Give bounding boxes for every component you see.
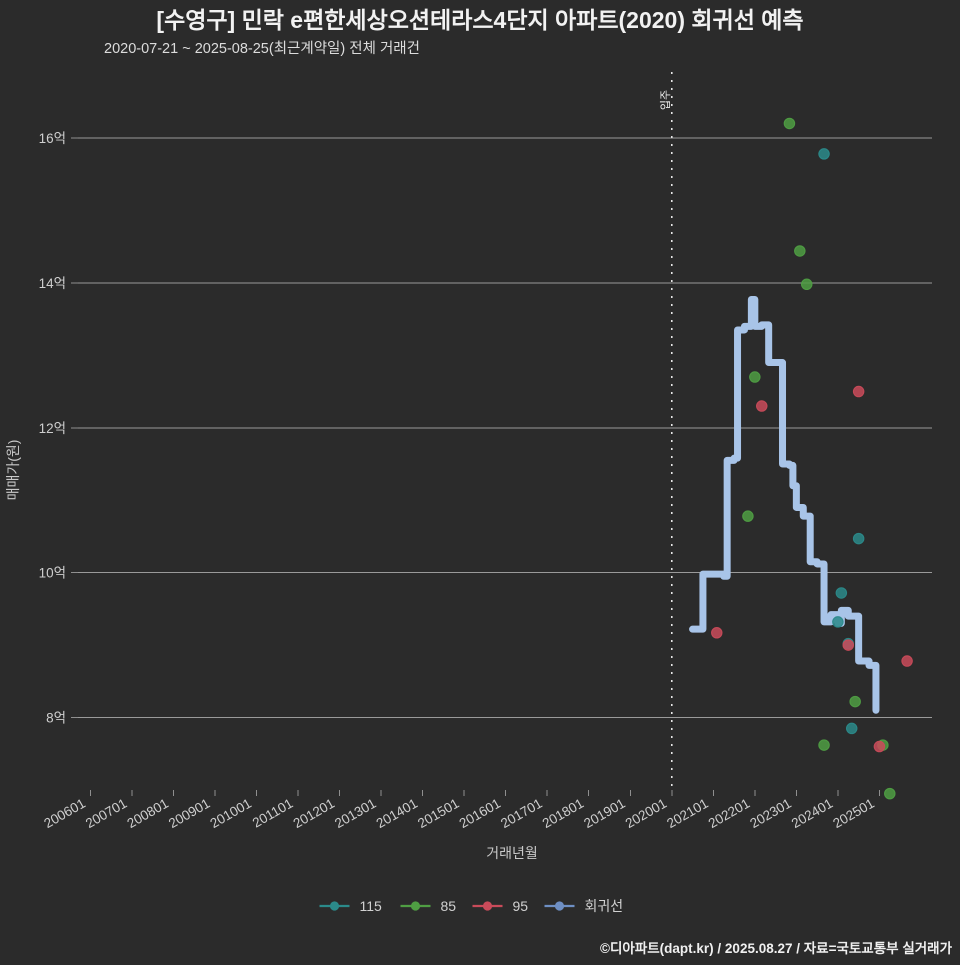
scatter-point-115 (845, 722, 858, 735)
y-tick-label: 8억 (46, 711, 66, 726)
regression-line (689, 296, 880, 714)
scatter-point-95 (852, 385, 865, 398)
chart-subtitle: 2020-07-21 ~ 2025-08-25(최근계약일) 전체 거래건 (104, 40, 420, 57)
chart-legend[interactable]: 115 85 95 회귀선 (319, 898, 624, 914)
scatter-point-95 (756, 400, 768, 412)
y-tick-label: 12억 (39, 421, 66, 436)
scatter-point-85 (884, 787, 896, 800)
scatter-point-85 (742, 510, 754, 522)
y-tick-label: 16억 (39, 131, 66, 146)
scatter-point-95 (901, 655, 913, 667)
page-title: [수영구] 민락 e편한세상오션테라스4단지 아파트(2020) 회귀선 예측 (156, 7, 803, 33)
scatter-point-85 (818, 739, 830, 751)
legend-item-label[interactable]: 85 (441, 898, 457, 914)
y-axis-tick-labels: 8억 10억 12억 14억 16억 (39, 131, 66, 726)
legend-item-label[interactable]: 95 (513, 898, 529, 914)
scatter-point-115 (818, 148, 830, 160)
scatter-points (711, 117, 913, 800)
y-tick-label: 10억 (39, 566, 66, 581)
scatter-point-85 (783, 117, 796, 130)
x-axis-title: 거래년월 (486, 845, 538, 861)
y-tick-label: 14억 (39, 276, 66, 291)
scatter-point-115 (852, 532, 865, 545)
legend-item-label[interactable]: 회귀선 (585, 898, 624, 914)
scatter-point-85 (849, 695, 861, 708)
scatter-point-85 (794, 245, 806, 257)
scatter-point-85 (749, 371, 761, 383)
legend-item-label[interactable]: 115 (360, 898, 383, 914)
y-axis-title: 매매가(원) (5, 440, 21, 501)
scatter-point-95 (873, 740, 886, 753)
y-gridlines (71, 137, 932, 719)
scatter-point-95 (842, 639, 855, 651)
event-label: 입주 (659, 90, 672, 110)
event-annotations: 입주 (659, 72, 673, 790)
legend-swatch-marker (482, 901, 493, 911)
scatter-point-115 (835, 587, 848, 599)
legend-swatch-marker (329, 901, 340, 911)
scatter-point-115 (832, 616, 844, 628)
scatter-point-95 (711, 627, 723, 639)
footer-credit: ©디아파트(dapt.kr) / 2025.08.27 / 자료=국토교통부 실… (600, 940, 953, 956)
scatter-point-85 (800, 278, 813, 291)
legend-swatch-marker (410, 901, 421, 911)
legend-swatch-marker (554, 901, 565, 911)
